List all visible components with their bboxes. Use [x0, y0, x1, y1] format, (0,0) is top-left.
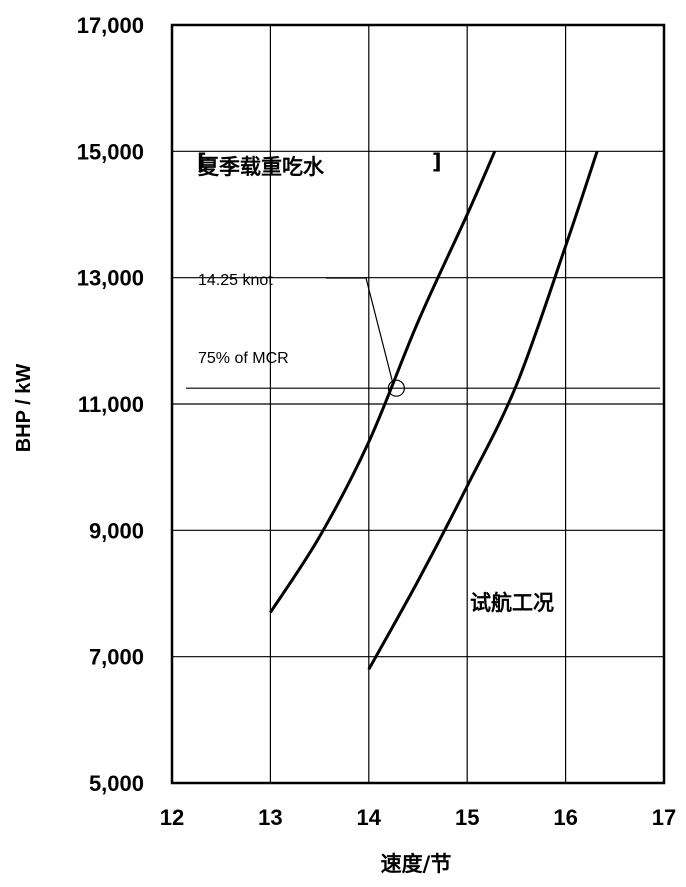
y-tick-label: 17,000 — [77, 13, 144, 38]
marked-point — [387, 379, 405, 397]
series-line-1 — [269, 150, 497, 614]
x-axis-title: 速度/节 — [381, 852, 452, 876]
x-axis-ticks: 12 13 14 15 16 17 — [160, 805, 676, 830]
x-tick-label: 12 — [160, 805, 184, 830]
y-axis-title: BHP / kW — [13, 364, 35, 453]
y-tick-label: 7,000 — [89, 645, 144, 670]
x-tick-label: 15 — [455, 805, 479, 830]
series-line-2 — [367, 150, 599, 671]
x-tick-label: 16 — [553, 805, 577, 830]
speed-annotation: 14.25 knot — [198, 272, 273, 289]
grid-lines — [172, 25, 664, 783]
y-tick-label: 11,000 — [78, 392, 144, 417]
series-label-trial: 试航工况 — [470, 591, 554, 615]
y-tick-label: 9,000 — [89, 518, 144, 543]
mcr-annotation: 75% of MCR — [198, 350, 289, 367]
x-tick-label: 14 — [357, 805, 382, 830]
bracket-right: ] — [432, 150, 442, 174]
x-tick-label: 13 — [258, 805, 282, 830]
speed-leader-line — [326, 277, 393, 382]
x-tick-label: 17 — [652, 805, 676, 830]
y-tick-label: 5,000 — [89, 771, 144, 796]
y-axis-ticks: 5,000 7,000 9,000 11,000 13,000 15,000 17,000 — [77, 13, 144, 796]
y-tick-label: 13,000 — [77, 266, 144, 291]
series-label-summer: 夏季载重吃水 — [198, 155, 325, 179]
plot-frame — [170, 23, 666, 785]
bracket-left: [ — [197, 150, 207, 174]
y-tick-label: 15,000 — [77, 139, 144, 164]
reference-annotations — [186, 277, 660, 397]
